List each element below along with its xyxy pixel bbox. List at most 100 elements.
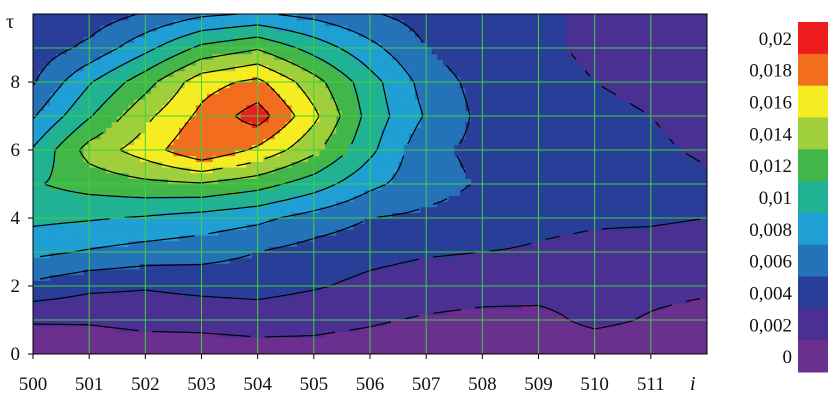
contour-cell [44, 218, 51, 225]
contour-cell [487, 252, 495, 259]
contour-cell [420, 155, 427, 162]
contour-cell [454, 178, 461, 185]
contour-cell [106, 218, 113, 225]
contour-cell [156, 19, 163, 26]
contour-cell [274, 31, 281, 38]
contour-cell [179, 235, 186, 242]
contour-cell [341, 65, 349, 72]
contour-cell [414, 331, 422, 338]
contour-cell [409, 70, 416, 77]
contour-cell [487, 269, 495, 276]
contour-cell [403, 252, 410, 259]
contour-cell [482, 48, 489, 55]
contour-cell [296, 99, 304, 106]
contour-cell [235, 31, 242, 38]
contour-cell [122, 274, 130, 281]
contour-cell [235, 116, 242, 123]
contour-cell [325, 229, 332, 236]
contour-cell [268, 127, 276, 134]
contour-cell [145, 110, 152, 117]
contour-cell [195, 31, 203, 38]
contour-cell [341, 167, 349, 174]
contour-cell [55, 31, 62, 38]
contour-cell [195, 189, 203, 196]
contour-cell [431, 31, 438, 38]
contour-cell [420, 25, 427, 32]
contour-cell [122, 178, 130, 185]
contour-cell [403, 235, 410, 242]
contour-cell [179, 42, 186, 49]
contour-cell [94, 76, 101, 83]
contour-cell [33, 246, 40, 253]
contour-cell [370, 82, 377, 89]
contour-cell [358, 127, 365, 134]
contour-cell [414, 25, 422, 32]
contour-cell [296, 280, 304, 287]
contour-cell [414, 263, 422, 270]
contour-cell [179, 167, 186, 174]
contour-cell [145, 116, 152, 123]
contour-cell [313, 303, 321, 310]
contour-cell [61, 19, 68, 26]
contour-cell [235, 229, 242, 236]
contour-cell [392, 229, 399, 236]
contour-cell [33, 342, 40, 349]
contour-cell [223, 291, 231, 298]
contour-cell [341, 104, 349, 111]
contour-cell [184, 99, 191, 106]
contour-cell [246, 144, 253, 151]
contour-cell [195, 25, 203, 32]
contour-cell [414, 195, 422, 202]
contour-cell [285, 195, 292, 202]
contour-cell [240, 59, 248, 66]
contour-cell [173, 31, 180, 38]
contour-cell [353, 25, 360, 32]
contour-cell [414, 31, 422, 38]
contour-cell [454, 184, 461, 191]
contour-cell [263, 325, 270, 332]
contour-cell [223, 138, 231, 145]
contour-cell [44, 212, 51, 219]
contour-cell [459, 121, 467, 128]
contour-cell [44, 133, 51, 140]
contour-cell [403, 348, 410, 354]
contour-cell [89, 70, 96, 77]
contour-cell [375, 25, 382, 32]
contour-cell [257, 331, 264, 338]
contour-cell [252, 212, 259, 219]
contour-cell [83, 99, 90, 106]
contour-cell [375, 195, 382, 202]
contour-cell [61, 36, 68, 43]
contour-cell [398, 240, 405, 247]
contour-cell [274, 110, 281, 117]
contour-cell [179, 172, 186, 179]
contour-cell [89, 246, 96, 253]
contour-cell [330, 70, 337, 77]
contour-cell [459, 14, 467, 21]
contour-cell [156, 348, 163, 354]
contour-cell [190, 218, 197, 225]
contour-cell [257, 206, 264, 213]
contour-cell [353, 286, 360, 293]
contour-cell [111, 144, 118, 151]
contour-cell [44, 337, 51, 344]
contour-cell [386, 93, 394, 100]
contour-cell [229, 116, 236, 123]
contour-cell [145, 76, 152, 83]
contour-cell [336, 325, 343, 332]
contour-cell [89, 280, 96, 287]
contour-cell [49, 212, 57, 219]
contour-cell [235, 297, 242, 304]
contour-cell [291, 342, 298, 349]
contour-cell [313, 42, 321, 49]
contour-cell [83, 189, 90, 196]
contour-cell [184, 263, 191, 270]
contour-cell [72, 240, 79, 247]
contour-cell [353, 184, 360, 191]
contour-cell [61, 167, 68, 174]
contour-cell [111, 269, 118, 276]
contour-cell [487, 291, 495, 298]
contour-cell [358, 348, 365, 354]
contour-cell [285, 87, 292, 94]
contour-cell [72, 286, 79, 293]
